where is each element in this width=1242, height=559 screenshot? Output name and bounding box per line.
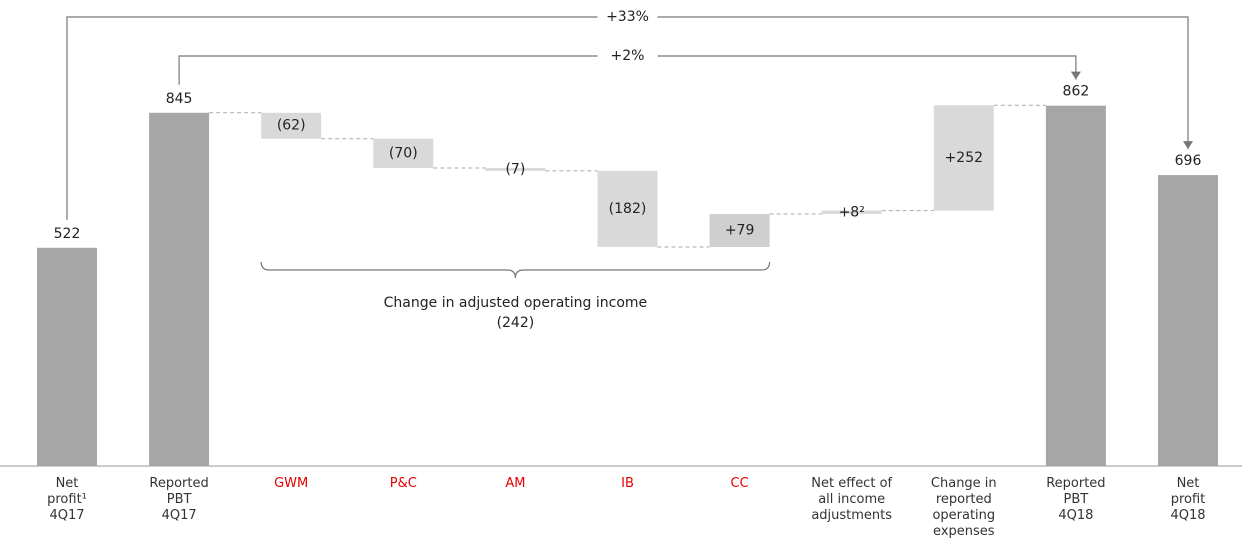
bar	[821, 210, 882, 214]
category-label: Reported PBT 4Q17	[149, 476, 209, 523]
brace-label: (242)	[497, 315, 535, 331]
bracket-label: +33%	[606, 9, 649, 25]
category-label: P&C	[389, 476, 417, 491]
value-label: (62)	[277, 118, 306, 134]
value-label: +252	[945, 150, 983, 166]
bracket-label-bg	[597, 47, 658, 65]
brace-text: Change in adjusted operating income	[384, 295, 648, 311]
value-label: 522	[54, 226, 81, 242]
category-label: AM	[505, 476, 526, 491]
bar	[1045, 105, 1106, 467]
value-label: (7)	[505, 161, 525, 177]
category-label: Net effect of all income adjustments	[811, 476, 893, 523]
bar	[37, 247, 97, 466]
value-label: (70)	[389, 145, 418, 161]
category-label: Net profit 4Q18	[1170, 476, 1206, 523]
bar	[933, 105, 994, 211]
bar	[149, 112, 210, 466]
category-label: Reported PBT 4Q18	[1046, 476, 1106, 523]
value-label: 696	[1175, 153, 1202, 169]
bar	[709, 213, 770, 247]
category-label: CC	[730, 476, 749, 491]
category-label: Change in reported operating expenses	[930, 476, 997, 539]
value-label: (182)	[609, 201, 647, 217]
value-label: +79	[725, 222, 755, 238]
bracket-label-bg	[597, 8, 658, 26]
value-label: +8²	[839, 204, 865, 220]
category-label: GWM	[274, 476, 309, 491]
bar	[485, 167, 546, 171]
value-label: 862	[1063, 84, 1090, 100]
bar	[597, 170, 658, 247]
bar	[373, 138, 434, 168]
brace	[260, 261, 771, 279]
bar	[261, 112, 322, 139]
category-label: Net profit¹ 4Q17	[47, 476, 87, 523]
arrow-head	[1183, 141, 1193, 150]
arrow-head	[1070, 71, 1081, 80]
category-label: IB	[621, 476, 634, 491]
bar	[1158, 175, 1218, 466]
bracket-label: +2%	[611, 48, 645, 64]
value-label: 845	[166, 91, 193, 107]
